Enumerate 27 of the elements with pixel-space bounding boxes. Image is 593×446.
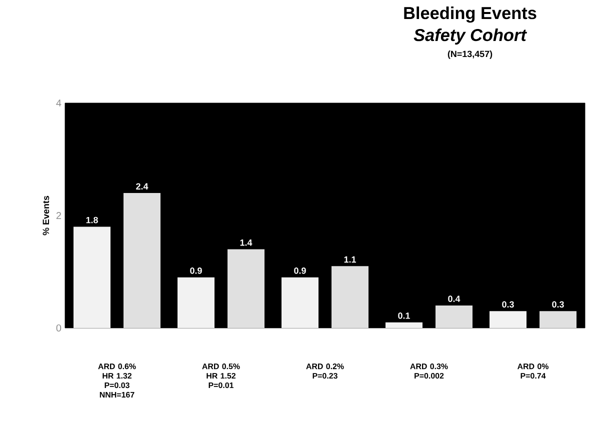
- data-label: 0.3: [552, 301, 564, 308]
- bar: [386, 322, 423, 328]
- data-label: 0.3: [502, 301, 514, 308]
- data-label: 1.8: [86, 216, 98, 224]
- bar: [228, 249, 265, 328]
- bar: [436, 306, 473, 328]
- bar: [178, 277, 215, 328]
- chart-title: Bleeding Events: [404, 6, 536, 23]
- bar: [490, 311, 527, 328]
- data-label: 0.1: [398, 312, 410, 319]
- data-label: 2.4: [136, 183, 148, 190]
- data-label: 1.1: [344, 256, 356, 263]
- y-tick-label: 4: [56, 100, 62, 106]
- bar: [282, 277, 319, 328]
- bar: [332, 266, 369, 328]
- data-label: 0.9: [190, 268, 202, 274]
- bar: [540, 311, 577, 328]
- data-label: 1.4: [240, 240, 252, 246]
- bar: [124, 193, 161, 328]
- text: (N=13,457): [448, 50, 492, 59]
- bar: [74, 226, 110, 328]
- data-label: 0.9: [294, 268, 306, 274]
- chart-subtitle: Safety Cohort: [414, 28, 528, 45]
- y-tick-label: 0: [56, 324, 62, 332]
- data-label: 0.4: [448, 296, 460, 302]
- y-tick-label: 2: [56, 212, 61, 219]
- y-axis-title: % Events: [42, 196, 50, 236]
